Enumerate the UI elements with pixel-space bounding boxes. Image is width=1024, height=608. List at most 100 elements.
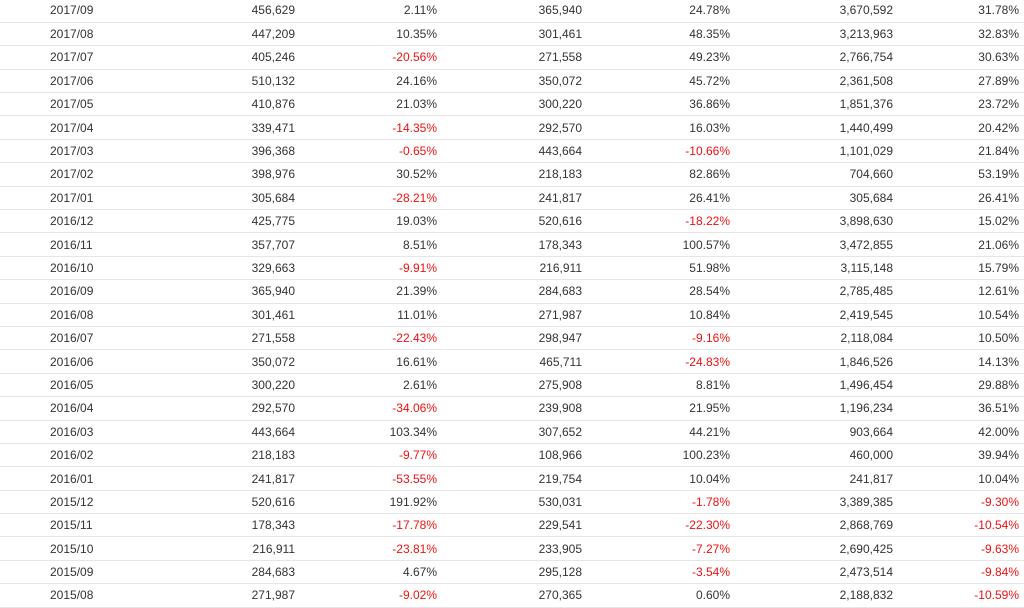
compare-value-cell: 443,664 (442, 139, 587, 164)
table-row: 2016/12 425,775 19.03% 520,616 -18.22% 3,898,… (0, 209, 1024, 234)
table-row: 2016/05 300,220 2.61% 275,908 8.81% 1,496,454… (0, 373, 1024, 398)
cumulative-change-cell: -10.59% (898, 583, 1024, 608)
cumulative-change-cell: 14.13% (898, 349, 1024, 374)
cumulative-cell: 2,118,084 (735, 326, 898, 351)
compare-value-cell: 298,947 (442, 326, 587, 351)
compare-value-cell: 108,966 (442, 443, 587, 468)
change-cell: -0.65% (300, 139, 442, 164)
value-cell: 178,343 (110, 513, 300, 538)
cumulative-change-cell: 10.54% (898, 303, 1024, 327)
cumulative-cell: 305,684 (735, 186, 898, 211)
cumulative-change-cell: 10.04% (898, 466, 1024, 491)
compare-change-cell: 26.41% (587, 186, 735, 211)
value-cell: 405,246 (110, 45, 300, 70)
table-row: 2016/02 218,183 -9.77% 108,966 100.23% 460,00… (0, 443, 1024, 468)
change-cell: 30.52% (300, 162, 442, 187)
month-cell: 2015/08 (0, 583, 110, 608)
table-row: 2015/08 271,987 -9.02% 270,365 0.60% 2,188,83… (0, 583, 1024, 608)
change-cell: 24.16% (300, 69, 442, 94)
change-cell: -14.35% (300, 115, 442, 140)
compare-value-cell: 178,343 (442, 232, 587, 257)
cumulative-change-cell: 32.83% (898, 22, 1024, 47)
table-row: 2016/11 357,707 8.51% 178,343 100.57% 3,472,8… (0, 232, 1024, 257)
month-cell: 2017/05 (0, 92, 110, 117)
change-cell: 8.51% (300, 232, 442, 257)
compare-value-cell: 241,817 (442, 186, 587, 211)
value-cell: 410,876 (110, 92, 300, 117)
value-cell: 447,209 (110, 22, 300, 47)
compare-change-cell: 10.04% (587, 466, 735, 491)
value-cell: 510,132 (110, 69, 300, 94)
table-row: 2016/03 443,664 103.34% 307,652 44.21% 903,66… (0, 420, 1024, 444)
table-row: 2016/01 241,817 -53.55% 219,754 10.04% 241,81… (0, 466, 1024, 491)
month-cell: 2016/07 (0, 326, 110, 351)
month-cell: 2016/10 (0, 256, 110, 281)
month-cell: 2017/09 (0, 0, 110, 23)
compare-change-cell: 48.35% (587, 22, 735, 47)
compare-change-cell: -3.54% (587, 560, 735, 585)
value-cell: 241,817 (110, 466, 300, 491)
compare-value-cell: 307,652 (442, 420, 587, 444)
cumulative-cell: 2,868,769 (735, 513, 898, 538)
value-cell: 271,987 (110, 583, 300, 608)
compare-change-cell: -24.83% (587, 349, 735, 374)
compare-value-cell: 284,683 (442, 279, 587, 304)
month-cell: 2016/01 (0, 466, 110, 491)
value-cell: 301,461 (110, 303, 300, 327)
month-cell: 2016/11 (0, 232, 110, 257)
cumulative-change-cell: 53.19% (898, 162, 1024, 187)
month-cell: 2015/10 (0, 536, 110, 561)
compare-change-cell: 51.98% (587, 256, 735, 281)
compare-value-cell: 300,220 (442, 92, 587, 117)
value-cell: 443,664 (110, 420, 300, 444)
month-cell: 2017/03 (0, 139, 110, 164)
value-cell: 350,072 (110, 349, 300, 374)
cumulative-change-cell: 36.51% (898, 396, 1024, 421)
change-cell: -9.91% (300, 256, 442, 281)
change-cell: 21.39% (300, 279, 442, 304)
table-row: 2016/04 292,570 -34.06% 239,908 21.95% 1,196,… (0, 396, 1024, 421)
value-cell: 398,976 (110, 162, 300, 187)
change-cell: 19.03% (300, 209, 442, 234)
month-cell: 2016/03 (0, 420, 110, 444)
change-cell: -22.43% (300, 326, 442, 351)
table-row: 2017/02 398,976 30.52% 218,183 82.86% 704,660… (0, 162, 1024, 187)
table-row: 2015/10 216,911 -23.81% 233,905 -7.27% 2,690,… (0, 536, 1024, 561)
change-cell: -53.55% (300, 466, 442, 491)
month-cell: 2016/09 (0, 279, 110, 304)
compare-change-cell: 36.86% (587, 92, 735, 117)
cumulative-cell: 460,000 (735, 443, 898, 468)
compare-value-cell: 271,987 (442, 303, 587, 327)
value-cell: 284,683 (110, 560, 300, 585)
value-cell: 216,911 (110, 536, 300, 561)
cumulative-change-cell: -9.63% (898, 536, 1024, 561)
compare-change-cell: -7.27% (587, 536, 735, 561)
compare-change-cell: 8.81% (587, 373, 735, 398)
compare-value-cell: 233,905 (442, 536, 587, 561)
month-cell: 2015/09 (0, 560, 110, 585)
month-cell: 2016/06 (0, 349, 110, 374)
compare-change-cell: 44.21% (587, 420, 735, 444)
table-row: 2017/04 339,471 -14.35% 292,570 16.03% 1,440,… (0, 115, 1024, 140)
compare-change-cell: 82.86% (587, 162, 735, 187)
cumulative-change-cell: 20.42% (898, 115, 1024, 140)
compare-change-cell: -18.22% (587, 209, 735, 234)
compare-value-cell: 219,754 (442, 466, 587, 491)
value-cell: 329,663 (110, 256, 300, 281)
cumulative-cell: 3,472,855 (735, 232, 898, 257)
compare-value-cell: 275,908 (442, 373, 587, 398)
cumulative-cell: 1,851,376 (735, 92, 898, 117)
cumulative-cell: 3,115,148 (735, 256, 898, 281)
cumulative-change-cell: -9.84% (898, 560, 1024, 585)
value-cell: 292,570 (110, 396, 300, 421)
compare-value-cell: 270,365 (442, 583, 587, 608)
cumulative-change-cell: 15.02% (898, 209, 1024, 234)
cumulative-change-cell: 21.84% (898, 139, 1024, 164)
table-row: 2016/06 350,072 16.61% 465,711 -24.83% 1,846,… (0, 349, 1024, 374)
table-row: 2017/06 510,132 24.16% 350,072 45.72% 2,361,5… (0, 69, 1024, 94)
compare-value-cell: 301,461 (442, 22, 587, 47)
change-cell: 103.34% (300, 420, 442, 444)
cumulative-change-cell: 29.88% (898, 373, 1024, 398)
value-cell: 425,775 (110, 209, 300, 234)
